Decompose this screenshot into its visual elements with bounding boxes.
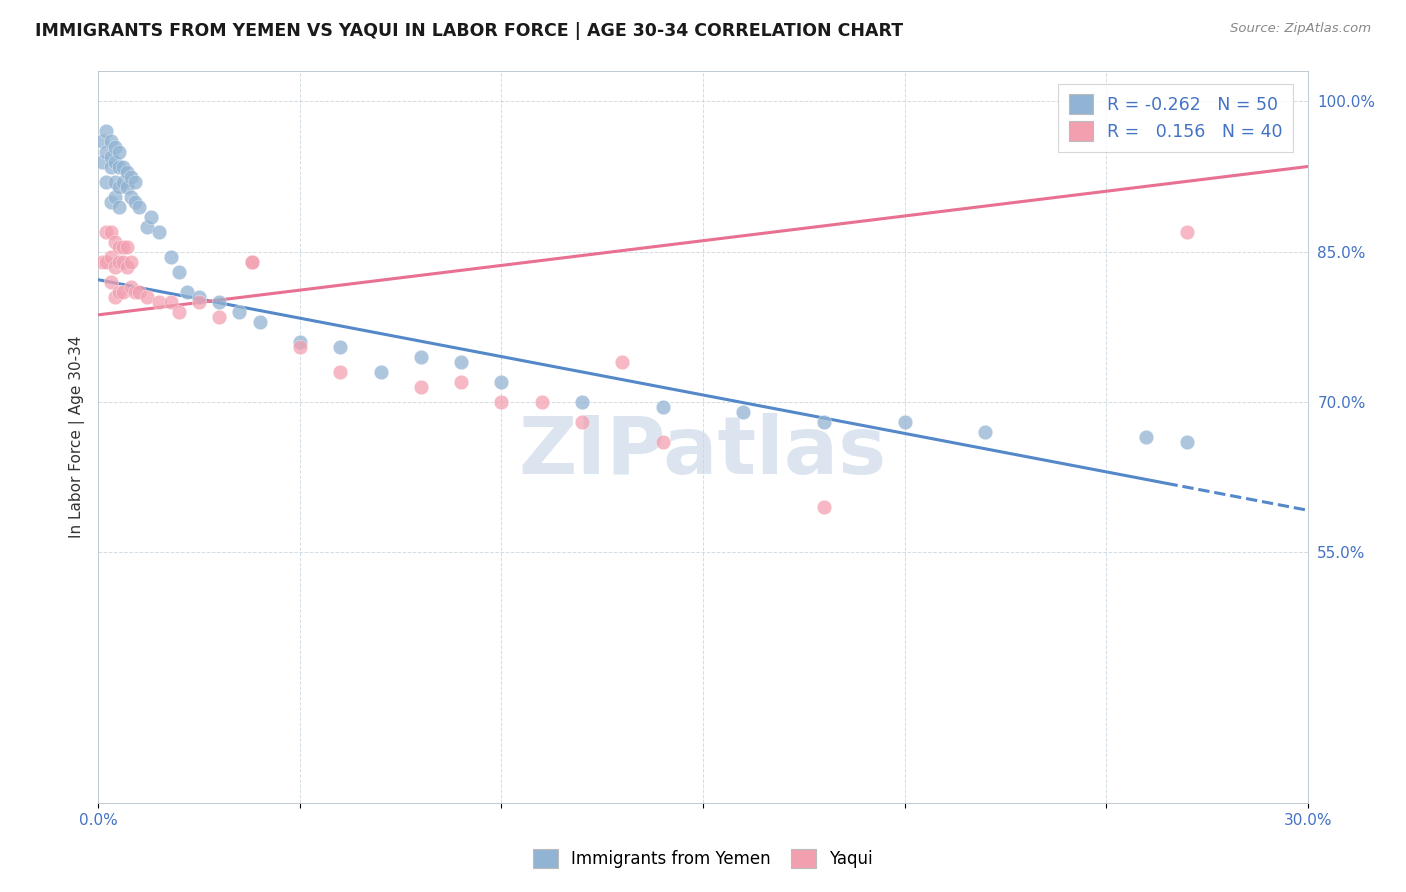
- Point: [208, 310, 231, 324]
- Text: IMMIGRANTS FROM YEMEN VS YAQUI IN LABOR FORCE | AGE 30-34 CORRELATION CHART: IMMIGRANTS FROM YEMEN VS YAQUI IN LABOR …: [35, 22, 903, 40]
- Point: [96, 175, 118, 189]
- Point: [167, 305, 190, 319]
- Point: [651, 400, 673, 414]
- Point: [115, 240, 138, 254]
- Text: ZIPatlas: ZIPatlas: [519, 413, 887, 491]
- Point: [111, 175, 134, 189]
- Point: [288, 334, 311, 349]
- Point: [288, 340, 311, 354]
- Point: [91, 135, 114, 149]
- Point: [240, 254, 263, 268]
- Point: [103, 189, 125, 203]
- Point: [733, 405, 755, 419]
- Point: [124, 194, 146, 209]
- Point: [120, 280, 142, 294]
- Point: [329, 365, 352, 379]
- Point: [176, 285, 198, 299]
- Point: [91, 254, 114, 268]
- Point: [107, 240, 129, 254]
- Point: [450, 355, 472, 369]
- Point: [107, 145, 129, 159]
- Point: [148, 294, 170, 309]
- Point: [96, 145, 118, 159]
- Point: [124, 175, 146, 189]
- Point: [1175, 435, 1198, 450]
- Point: [135, 219, 157, 234]
- Point: [160, 250, 183, 264]
- Point: [188, 290, 211, 304]
- Point: [450, 375, 472, 389]
- Point: [111, 285, 134, 299]
- Point: [139, 210, 162, 224]
- Point: [115, 179, 138, 194]
- Legend: R = -0.262   N = 50, R =   0.156   N = 40: R = -0.262 N = 50, R = 0.156 N = 40: [1059, 84, 1294, 152]
- Point: [107, 160, 129, 174]
- Point: [228, 305, 250, 319]
- Point: [107, 179, 129, 194]
- Point: [571, 395, 593, 409]
- Point: [329, 340, 352, 354]
- Point: [571, 415, 593, 429]
- Point: [111, 240, 134, 254]
- Point: [103, 139, 125, 153]
- Point: [91, 154, 114, 169]
- Point: [100, 149, 122, 163]
- Point: [409, 350, 432, 364]
- Point: [1135, 430, 1157, 444]
- Point: [1175, 225, 1198, 239]
- Point: [651, 435, 673, 450]
- Point: [128, 200, 150, 214]
- Point: [612, 355, 634, 369]
- Point: [120, 189, 142, 203]
- Point: [188, 294, 211, 309]
- Point: [135, 290, 157, 304]
- Point: [100, 194, 122, 209]
- Point: [100, 135, 122, 149]
- Point: [148, 225, 170, 239]
- Point: [893, 415, 915, 429]
- Point: [491, 375, 513, 389]
- Point: [100, 225, 122, 239]
- Point: [530, 395, 553, 409]
- Point: [370, 365, 392, 379]
- Point: [96, 124, 118, 138]
- Point: [491, 395, 513, 409]
- Point: [111, 254, 134, 268]
- Point: [111, 160, 134, 174]
- Point: [100, 160, 122, 174]
- Point: [107, 254, 129, 268]
- Point: [107, 200, 129, 214]
- Point: [103, 260, 125, 274]
- Point: [124, 285, 146, 299]
- Point: [167, 265, 190, 279]
- Point: [115, 164, 138, 178]
- Point: [96, 254, 118, 268]
- Point: [128, 285, 150, 299]
- Point: [813, 415, 835, 429]
- Point: [100, 250, 122, 264]
- Point: [103, 175, 125, 189]
- Point: [103, 154, 125, 169]
- Point: [107, 285, 129, 299]
- Legend: Immigrants from Yemen, Yaqui: Immigrants from Yemen, Yaqui: [526, 842, 880, 875]
- Text: Source: ZipAtlas.com: Source: ZipAtlas.com: [1230, 22, 1371, 36]
- Point: [160, 294, 183, 309]
- Point: [120, 169, 142, 184]
- Point: [249, 315, 271, 329]
- Point: [240, 254, 263, 268]
- Point: [103, 290, 125, 304]
- Point: [813, 500, 835, 515]
- Point: [208, 294, 231, 309]
- Point: [409, 380, 432, 394]
- Point: [103, 235, 125, 249]
- Point: [120, 254, 142, 268]
- Point: [115, 260, 138, 274]
- Point: [100, 275, 122, 289]
- Y-axis label: In Labor Force | Age 30-34: In Labor Force | Age 30-34: [69, 335, 84, 539]
- Point: [974, 425, 997, 439]
- Point: [96, 225, 118, 239]
